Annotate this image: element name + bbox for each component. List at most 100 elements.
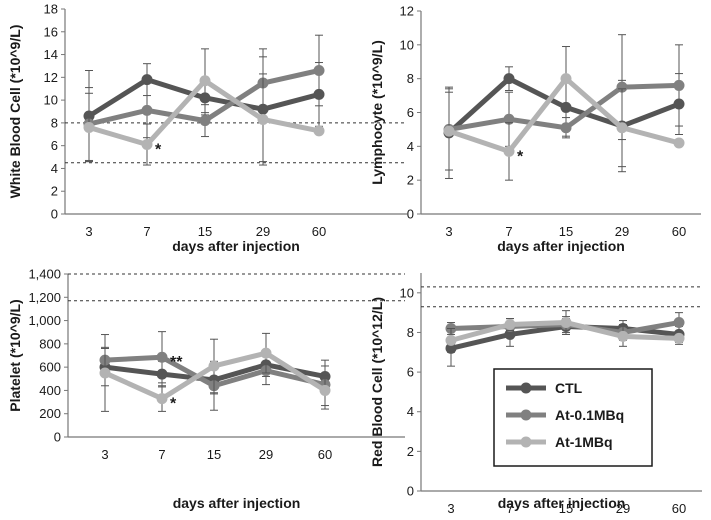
y-tick-label: 4 (51, 161, 58, 176)
series-at-1mbq (83, 48, 325, 166)
x-tick-label: 3 (445, 224, 452, 239)
data-point (199, 75, 211, 87)
x-tick-label: 29 (259, 447, 273, 462)
y-axis-title: Lymphocyte (*10^9/L) (369, 40, 385, 185)
y-tick-label: 0 (407, 207, 414, 222)
data-point (141, 139, 153, 151)
x-tick-label: 15 (559, 501, 573, 516)
y-tick-label: 18 (44, 2, 58, 17)
data-point (208, 360, 220, 372)
panel-plt: 0 200 400 600 800 1,000 1,200 1,400 3 7 15 29 60 days… (7, 267, 405, 511)
y-tick-label: 1,200 (28, 290, 61, 305)
data-point (673, 317, 685, 329)
y-tick-label: 2 (51, 184, 58, 199)
x-tick-label: 29 (615, 224, 629, 239)
y-tick-label: 2 (407, 173, 414, 188)
data-point (313, 125, 325, 137)
y-tick-label: 1,400 (28, 267, 61, 282)
data-point (503, 113, 515, 125)
data-point (319, 384, 331, 396)
legend-entry-at-0-1mbq: At-0.1MBq (506, 407, 624, 423)
data-point (99, 367, 111, 379)
y-tick-label: 14 (44, 47, 58, 62)
data-point (443, 125, 455, 137)
y-tick-label: 200 (39, 406, 61, 421)
significance-marker: * (170, 396, 177, 413)
series-ctl (83, 56, 325, 163)
legend-marker-at-1mbq (520, 436, 532, 448)
y-axis-title: White Blood Cell (*10^9/L) (7, 25, 23, 199)
x-axis-title: days after injection (498, 495, 626, 511)
x-tick-label: 29 (616, 501, 630, 516)
series-at-1mbq (99, 332, 331, 412)
data-point (260, 347, 272, 359)
data-point (560, 122, 572, 134)
x-tick-label: 3 (85, 224, 92, 239)
y-tick-label: 12 (44, 70, 58, 85)
legend-label-at-1mbq: At-1MBq (555, 434, 613, 450)
y-tick-label: 6 (51, 138, 58, 153)
data-point (616, 81, 628, 93)
panel-lym: 0 2 4 6 8 10 12 3 7 15 29 60 days after injection Lym… (369, 4, 701, 254)
legend-label-ctl: CTL (555, 380, 583, 396)
x-axis-title: days after injection (173, 495, 301, 511)
data-point (257, 113, 269, 125)
data-point (616, 122, 628, 134)
x-tick-label: 7 (158, 447, 165, 462)
y-tick-label: 1,000 (28, 313, 61, 328)
y-tick-label: 8 (51, 115, 58, 130)
x-tick-label: 3 (101, 447, 108, 462)
x-tick-label: 7 (143, 224, 150, 239)
y-tick-label: 10 (44, 93, 58, 108)
x-tick-label: 15 (207, 447, 221, 462)
data-point (673, 332, 685, 344)
significance-marker: * (155, 142, 162, 159)
y-tick-label: 400 (39, 383, 61, 398)
y-tick-label: 4 (407, 404, 414, 419)
y-tick-label: 6 (407, 105, 414, 120)
y-tick-label: 10 (400, 285, 414, 300)
panel-wbc: 0 2 4 6 8 10 12 14 16 18 3 7 15 29 60 days after inject… (7, 2, 407, 254)
y-tick-label: 8 (407, 71, 414, 86)
data-point (156, 393, 168, 405)
data-point (504, 319, 516, 331)
legend-entry-ctl: CTL (506, 380, 583, 396)
legend-entry-at-1mbq: At-1MBq (506, 434, 613, 450)
data-point (673, 137, 685, 149)
y-tick-label: 0 (407, 484, 414, 499)
data-point (313, 65, 325, 76)
y-tick-label: 0 (54, 430, 61, 445)
y-tick-label: 800 (39, 336, 61, 351)
y-tick-label: 2 (407, 444, 414, 459)
x-tick-label: 7 (506, 501, 513, 516)
legend-label-at-0-1mbq: At-0.1MBq (555, 407, 624, 423)
x-tick-label: 29 (256, 224, 270, 239)
data-point (141, 74, 153, 86)
x-axis-title: days after injection (172, 238, 300, 254)
significance-marker: * (517, 148, 524, 165)
y-axis-title: Platelet (*10^9/L) (7, 299, 23, 411)
x-tick-label: 7 (505, 224, 512, 239)
legend-marker-ctl (520, 382, 532, 394)
y-tick-label: 600 (39, 360, 61, 375)
data-point (560, 73, 572, 85)
y-tick-label: 8 (407, 325, 414, 340)
y-tick-label: 10 (400, 37, 414, 52)
panel-rbc: 0 2 4 6 8 10 3 7 15 29 60 days after injection Red B… (369, 273, 702, 516)
x-tick-label: 3 (447, 501, 454, 516)
series-at-1mbq (443, 46, 685, 181)
data-point (617, 330, 629, 342)
data-point (503, 145, 515, 157)
y-tick-label: 4 (407, 139, 414, 154)
x-tick-label: 60 (312, 224, 326, 239)
data-point (673, 79, 685, 91)
data-point (503, 73, 515, 85)
significance-marker: ** (170, 354, 183, 371)
legend: CTL At-0.1MBq At-1MBq (493, 368, 653, 467)
data-point (445, 334, 457, 346)
y-tick-label: 16 (44, 24, 58, 39)
y-tick-label: 6 (407, 365, 414, 380)
data-point (560, 317, 572, 329)
